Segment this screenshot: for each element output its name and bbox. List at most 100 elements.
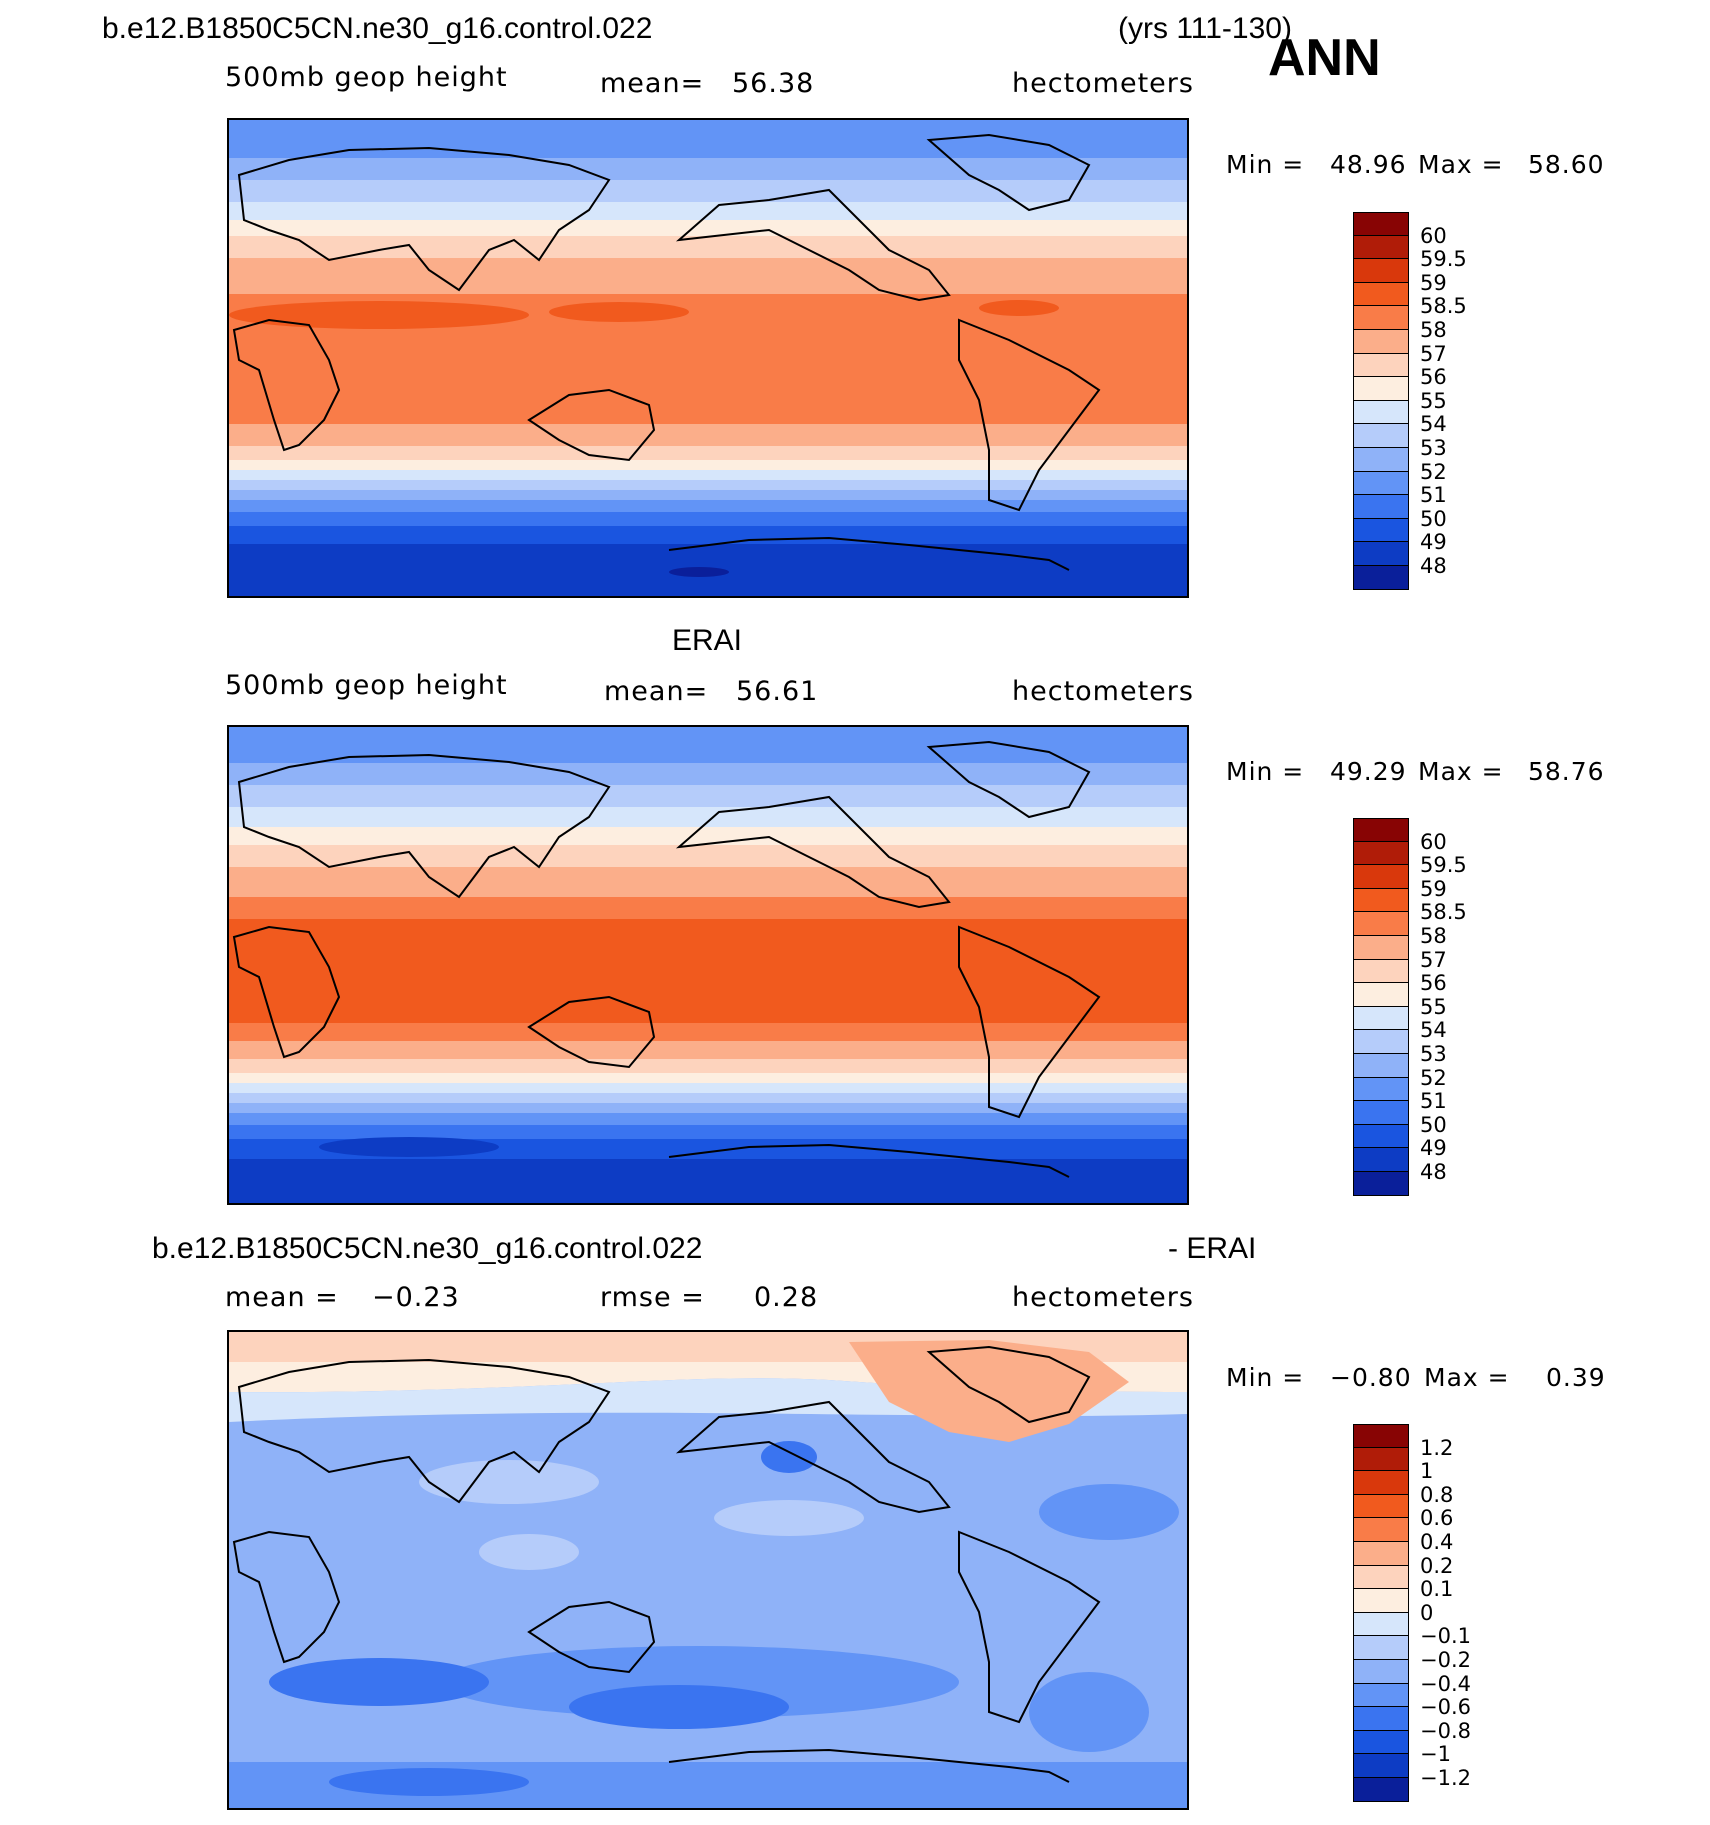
model-map bbox=[227, 118, 1189, 598]
colorbar-tick-label: 52 bbox=[1420, 1065, 1447, 1090]
colorbar-tick-label: 49 bbox=[1420, 530, 1447, 555]
colorbar-tick-label: 51 bbox=[1420, 483, 1447, 508]
colorbar-tick-label: 0.6 bbox=[1420, 1506, 1454, 1531]
colorbar-swatch bbox=[1353, 888, 1409, 913]
panel3-mean-value: −0.23 bbox=[372, 1282, 460, 1313]
panel3-rmse-value: 0.28 bbox=[754, 1282, 819, 1313]
obs-colorbar bbox=[1353, 818, 1409, 1196]
panel2-max-value: 58.76 bbox=[1528, 757, 1605, 786]
panel1-mean-value: 56.38 bbox=[732, 68, 815, 99]
colorbar-swatch bbox=[1353, 1148, 1409, 1172]
colorbar-swatch bbox=[1353, 1707, 1409, 1731]
panel3-max-value: 0.39 bbox=[1546, 1363, 1606, 1392]
colorbar-tick-label: 60 bbox=[1420, 223, 1447, 248]
colorbar-tick-label: −1.2 bbox=[1420, 1766, 1471, 1790]
colorbar-tick-label: 59 bbox=[1420, 876, 1447, 901]
model-colorbar bbox=[1353, 212, 1409, 590]
panel1-min-value: 48.96 bbox=[1330, 150, 1407, 179]
panel2-title: ERAI bbox=[672, 624, 743, 657]
colorbar-swatch bbox=[1353, 306, 1409, 330]
colorbar-tick-label: 1 bbox=[1420, 1459, 1434, 1484]
colorbar-tick-label: 0.4 bbox=[1420, 1530, 1454, 1554]
colorbar-swatch bbox=[1353, 1636, 1409, 1660]
colorbar-swatch bbox=[1353, 518, 1409, 543]
obs-map bbox=[227, 725, 1189, 1205]
colorbar-swatch bbox=[1353, 377, 1409, 401]
panel2-mean-label: mean= bbox=[604, 676, 709, 707]
colorbar-tick-label: 52 bbox=[1420, 459, 1447, 484]
colorbar-tick-label: 0.1 bbox=[1420, 1577, 1454, 1602]
colorbar-tick-label: −0.8 bbox=[1420, 1718, 1471, 1743]
obs-map-plot bbox=[229, 727, 1187, 1203]
panel3-max-label: Max = bbox=[1424, 1363, 1510, 1392]
coastlines bbox=[232, 1345, 1101, 1783]
colorbar-swatch bbox=[1353, 1565, 1409, 1590]
panel3-title-left: b.e12.B1850C5CN.ne30_g16.control.022 bbox=[152, 1232, 703, 1265]
colorbar-tick-label: 59.5 bbox=[1420, 247, 1467, 272]
colorbar-tick-label: 50 bbox=[1420, 506, 1447, 531]
colorbar-tick-label: 60 bbox=[1420, 829, 1447, 854]
colorbar-tick-label: 0.2 bbox=[1420, 1553, 1454, 1578]
colorbar-swatch bbox=[1353, 400, 1409, 425]
panel3-mean-label: mean = bbox=[225, 1282, 339, 1313]
colorbar-tick-label: −0.2 bbox=[1420, 1648, 1471, 1672]
colorbar-tick-label: 59 bbox=[1420, 270, 1447, 295]
diff-map bbox=[227, 1330, 1189, 1810]
coastlines bbox=[232, 740, 1101, 1178]
colorbar-swatch bbox=[1353, 471, 1409, 496]
colorbar-swatch bbox=[1353, 1777, 1409, 1802]
colorbar-swatch bbox=[1353, 1754, 1409, 1778]
colorbar-tick-label: −0.6 bbox=[1420, 1695, 1471, 1720]
colorbar-tick-label: 58.5 bbox=[1420, 294, 1467, 319]
panel1-mean-label: mean= bbox=[600, 68, 705, 99]
colorbar-swatch bbox=[1353, 1030, 1409, 1054]
colorbar-swatch bbox=[1353, 1541, 1409, 1566]
colorbar-swatch bbox=[1353, 1471, 1409, 1495]
colorbar-swatch bbox=[1353, 1053, 1409, 1078]
colorbar-tick-label: 57 bbox=[1420, 947, 1447, 972]
colorbar-swatch bbox=[1353, 935, 1409, 960]
colorbar-swatch bbox=[1353, 1424, 1409, 1448]
colorbar-swatch bbox=[1353, 1006, 1409, 1031]
colorbar-swatch bbox=[1353, 1589, 1409, 1613]
panel1-max-label: Max = bbox=[1418, 150, 1504, 179]
colorbar-tick-label: −0.4 bbox=[1420, 1671, 1471, 1696]
panel2-units: hectometers bbox=[1012, 676, 1194, 707]
colorbar-swatch bbox=[1353, 495, 1409, 519]
colorbar-swatch bbox=[1353, 1518, 1409, 1542]
panel1-units: hectometers bbox=[1012, 68, 1194, 99]
panel1-variable: 500mb geop height bbox=[225, 62, 508, 93]
panel3-units: hectometers bbox=[1012, 1282, 1194, 1313]
panel3-min-value: −0.80 bbox=[1330, 1363, 1412, 1392]
colorbar-tick-label: 0.8 bbox=[1420, 1482, 1454, 1507]
colorbar-swatch bbox=[1353, 565, 1409, 590]
colorbar-tick-label: −1 bbox=[1420, 1742, 1451, 1767]
colorbar-swatch bbox=[1353, 542, 1409, 566]
panel1-min-label: Min = bbox=[1226, 150, 1305, 179]
colorbar-swatch bbox=[1353, 424, 1409, 448]
colorbar-swatch bbox=[1353, 1494, 1409, 1519]
coastlines bbox=[232, 133, 1101, 571]
colorbar-tick-label: 1.2 bbox=[1420, 1435, 1454, 1460]
colorbar-swatch bbox=[1353, 841, 1409, 866]
colorbar-swatch bbox=[1353, 912, 1409, 936]
panel3-title-right: - ERAI bbox=[1168, 1232, 1257, 1265]
colorbar-swatch bbox=[1353, 983, 1409, 1007]
diff-colorbar bbox=[1353, 1424, 1409, 1802]
colorbar-swatch bbox=[1353, 1101, 1409, 1125]
colorbar-swatch bbox=[1353, 235, 1409, 260]
colorbar-swatch bbox=[1353, 818, 1409, 842]
colorbar-tick-label: 49 bbox=[1420, 1136, 1447, 1161]
season-label: ANN bbox=[1268, 29, 1381, 87]
panel2-mean-value: 56.61 bbox=[736, 676, 819, 707]
case-title: b.e12.B1850C5CN.ne30_g16.control.022 bbox=[102, 12, 653, 45]
colorbar-tick-label: 59.5 bbox=[1420, 853, 1467, 878]
colorbar-tick-label: 56 bbox=[1420, 971, 1447, 996]
diff-map-plot bbox=[229, 1332, 1187, 1808]
colorbar-tick-label: −0.1 bbox=[1420, 1624, 1471, 1649]
panel1-max-value: 58.60 bbox=[1528, 150, 1605, 179]
colorbar-swatch bbox=[1353, 1077, 1409, 1102]
colorbar-tick-label: 57 bbox=[1420, 341, 1447, 366]
colorbar-swatch bbox=[1353, 212, 1409, 236]
colorbar-tick-label: 58 bbox=[1420, 318, 1447, 342]
